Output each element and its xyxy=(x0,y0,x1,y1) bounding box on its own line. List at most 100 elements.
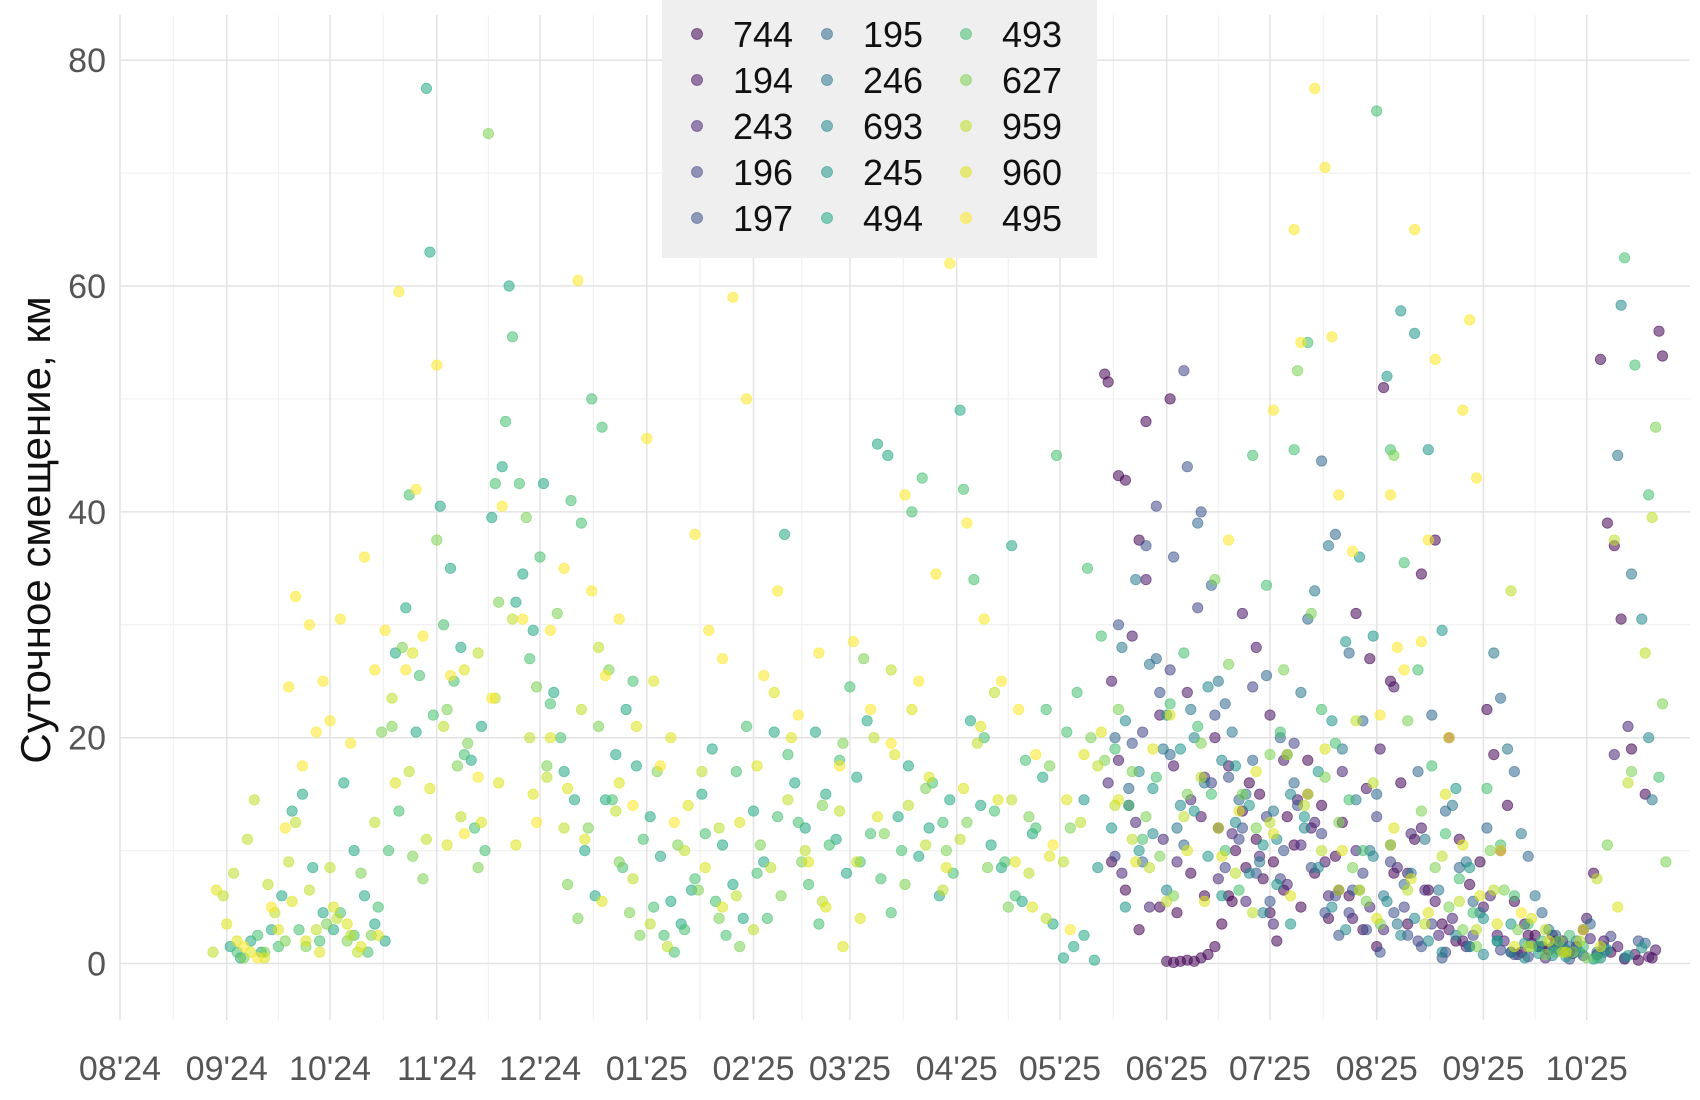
data-point xyxy=(417,630,429,642)
data-point xyxy=(355,940,367,953)
data-point xyxy=(1302,788,1314,800)
data-point xyxy=(1178,811,1190,823)
legend-label: 744 xyxy=(733,14,793,55)
x-tick-label: 08'24 xyxy=(79,1050,161,1088)
data-point xyxy=(424,782,436,795)
data-point xyxy=(1009,890,1021,902)
data-point xyxy=(393,805,405,817)
data-point xyxy=(627,799,639,812)
data-point xyxy=(699,828,711,840)
data-point xyxy=(1223,534,1235,546)
data-point xyxy=(431,534,443,546)
data-point xyxy=(1257,907,1269,919)
data-point xyxy=(486,511,498,524)
data-point xyxy=(1371,912,1383,925)
data-point xyxy=(455,641,467,654)
data-point xyxy=(575,703,588,716)
data-point xyxy=(479,844,491,857)
data-point xyxy=(1539,948,1552,961)
data-point xyxy=(1643,951,1655,963)
data-point xyxy=(1508,940,1521,953)
data-point xyxy=(1095,630,1107,642)
data-point xyxy=(1143,658,1156,670)
data-point xyxy=(1109,732,1121,744)
data-point xyxy=(1501,743,1514,755)
data-point xyxy=(517,568,529,580)
data-point xyxy=(1281,811,1293,823)
data-point xyxy=(840,867,853,879)
data-point xyxy=(988,686,1001,699)
data-point xyxy=(734,816,746,829)
data-point xyxy=(289,590,302,603)
data-point xyxy=(1095,726,1107,738)
data-point xyxy=(1629,359,1641,371)
data-point xyxy=(899,489,911,501)
data-point xyxy=(1078,748,1090,761)
data-point xyxy=(410,483,422,495)
data-point xyxy=(1457,924,1469,936)
data-point xyxy=(1415,822,1428,834)
data-point xyxy=(768,726,780,738)
data-point xyxy=(630,720,643,733)
data-point xyxy=(868,732,880,744)
data-point xyxy=(765,861,777,874)
data-point xyxy=(1364,653,1376,665)
data-point xyxy=(809,726,822,738)
data-point xyxy=(358,551,371,563)
data-point xyxy=(496,461,508,473)
data-point xyxy=(475,720,488,733)
data-point xyxy=(1247,907,1259,919)
data-point xyxy=(1470,924,1483,936)
data-point xyxy=(596,421,608,433)
data-point xyxy=(1126,765,1138,778)
data-point xyxy=(648,901,660,913)
data-point xyxy=(1075,816,1087,829)
data-point xyxy=(372,929,384,941)
data-point xyxy=(1388,449,1400,461)
data-point xyxy=(475,816,488,829)
data-point xyxy=(1656,698,1669,710)
data-point xyxy=(513,477,526,490)
legend-item: 195 xyxy=(821,14,923,55)
data-point xyxy=(1288,737,1300,749)
data-point xyxy=(1581,952,1593,964)
data-point xyxy=(1519,952,1531,964)
legend-item: 493 xyxy=(960,14,1062,55)
data-point xyxy=(1429,861,1441,874)
legend-label: 197 xyxy=(733,198,793,239)
legend-item: 246 xyxy=(821,60,923,101)
data-point xyxy=(221,918,233,930)
data-point xyxy=(747,805,760,817)
data-point xyxy=(627,873,639,885)
data-point xyxy=(1388,907,1400,919)
data-point xyxy=(1274,726,1286,738)
data-point xyxy=(1398,664,1410,676)
data-point xyxy=(1512,924,1524,936)
legend-marker xyxy=(691,28,703,40)
data-point xyxy=(400,602,412,614)
data-point xyxy=(592,720,605,733)
data-point xyxy=(265,901,278,913)
data-point xyxy=(1147,828,1159,840)
data-point xyxy=(1040,703,1052,716)
data-point xyxy=(1078,794,1090,806)
data-point xyxy=(1481,822,1493,834)
data-point xyxy=(296,760,309,772)
x-tick-label: 07'25 xyxy=(1229,1050,1311,1088)
data-point xyxy=(864,828,877,840)
data-point xyxy=(1326,901,1338,913)
data-point xyxy=(458,664,470,676)
data-point xyxy=(1071,686,1083,699)
data-point xyxy=(1037,771,1049,783)
data-point xyxy=(355,867,367,879)
data-point xyxy=(1023,867,1035,879)
data-point xyxy=(1198,895,1211,908)
data-point xyxy=(1243,799,1255,812)
data-point xyxy=(1023,811,1035,823)
data-point xyxy=(613,613,625,625)
data-point xyxy=(537,477,550,490)
data-point xyxy=(944,794,956,806)
data-point xyxy=(992,794,1004,806)
data-point xyxy=(544,732,557,744)
data-point xyxy=(878,828,890,840)
